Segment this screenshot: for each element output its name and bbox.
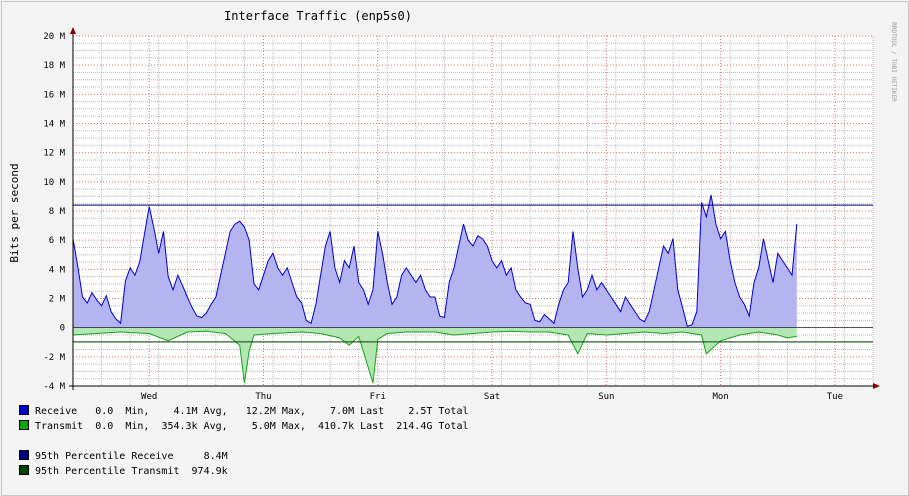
y-tick-label: -2 M (43, 353, 65, 363)
y-axis-label: Bits per second (8, 163, 21, 262)
legend-receive: Receive 0.0 Min, 4.1M Avg, 12.2M Max, 7.… (19, 405, 469, 418)
series-layer (72, 194, 873, 384)
traffic-chart: 20 M 18 M 16 M 14 M 12 M 10 M 8 M 6 M 4 M 2 M 0 -2 … (8, 9, 897, 400)
series-area-receive (73, 195, 797, 328)
legend-transmit-label: Transmit (35, 421, 84, 432)
legend-p95-transmit-value: 974.9k (179, 466, 228, 477)
y-tick-label: 6 M (49, 236, 66, 246)
legend-transmit: Transmit 0.0 Min, 354.3k Avg, 5.0M Max, … (19, 420, 468, 433)
y-axis-arrow (70, 27, 76, 34)
y-tick-label: 12 M (43, 149, 65, 159)
legend-p95-receive-label: 95th Percentile Receive (35, 451, 174, 462)
x-tick-label: Tue (827, 392, 843, 400)
series-line-transmit (72, 330, 797, 384)
y-tick-label: 20 M (43, 32, 65, 42)
x-tick-label: Fri (370, 392, 386, 400)
x-tick-label: Mon (712, 392, 728, 400)
x-tick-label: Wed (141, 392, 157, 400)
y-tick-label: 4 M (49, 265, 66, 275)
y-tick-label: 10 M (43, 178, 65, 188)
y-tick-label: 16 M (43, 90, 65, 100)
y-tick-label: 2 M (49, 295, 66, 305)
legend-p95-receive-value: 8.4M (173, 451, 228, 462)
p95-receive-swatch (19, 450, 29, 460)
tick-labels: 20 M 18 M 16 M 14 M 12 M 10 M 8 M 6 M 4 M 2 M 0 -2 … (43, 32, 843, 400)
legend-receive-label: Receive (35, 406, 78, 417)
legend-p95-transmit: 95th Percentile Transmit 974.9k (19, 465, 228, 478)
axes (69, 27, 880, 390)
y-tick-label: 0 (60, 324, 65, 334)
watermark: RRDTOOL / TOBI OETIKER (890, 22, 897, 102)
y-tick-label: 8 M (49, 207, 66, 217)
receive-swatch (19, 405, 29, 415)
series-line-receive (72, 194, 798, 327)
x-axis-arrow (873, 383, 880, 389)
legend-receive-stats: 0.0 Min, 4.1M Avg, 12.2M Max, 7.0M Last … (77, 406, 469, 417)
legend-p95-transmit-label: 95th Percentile Transmit (35, 466, 180, 477)
legend-p95-receive: 95th Percentile Receive 8.4M (19, 450, 228, 463)
transmit-swatch (19, 420, 29, 430)
y-tick-label: 18 M (43, 61, 65, 71)
y-tick-label: 14 M (43, 120, 65, 130)
x-tick-label: Sat (484, 392, 500, 400)
legend-transmit-stats: 0.0 Min, 354.3k Avg, 5.0M Max, 410.7k La… (83, 421, 469, 432)
chart-title: Interface Traffic (enp5s0) (224, 9, 412, 23)
p95-transmit-swatch (19, 465, 29, 475)
x-tick-label: Sun (598, 392, 614, 400)
x-tick-label: Thu (255, 392, 271, 400)
y-tick-label: -4 M (43, 382, 65, 392)
